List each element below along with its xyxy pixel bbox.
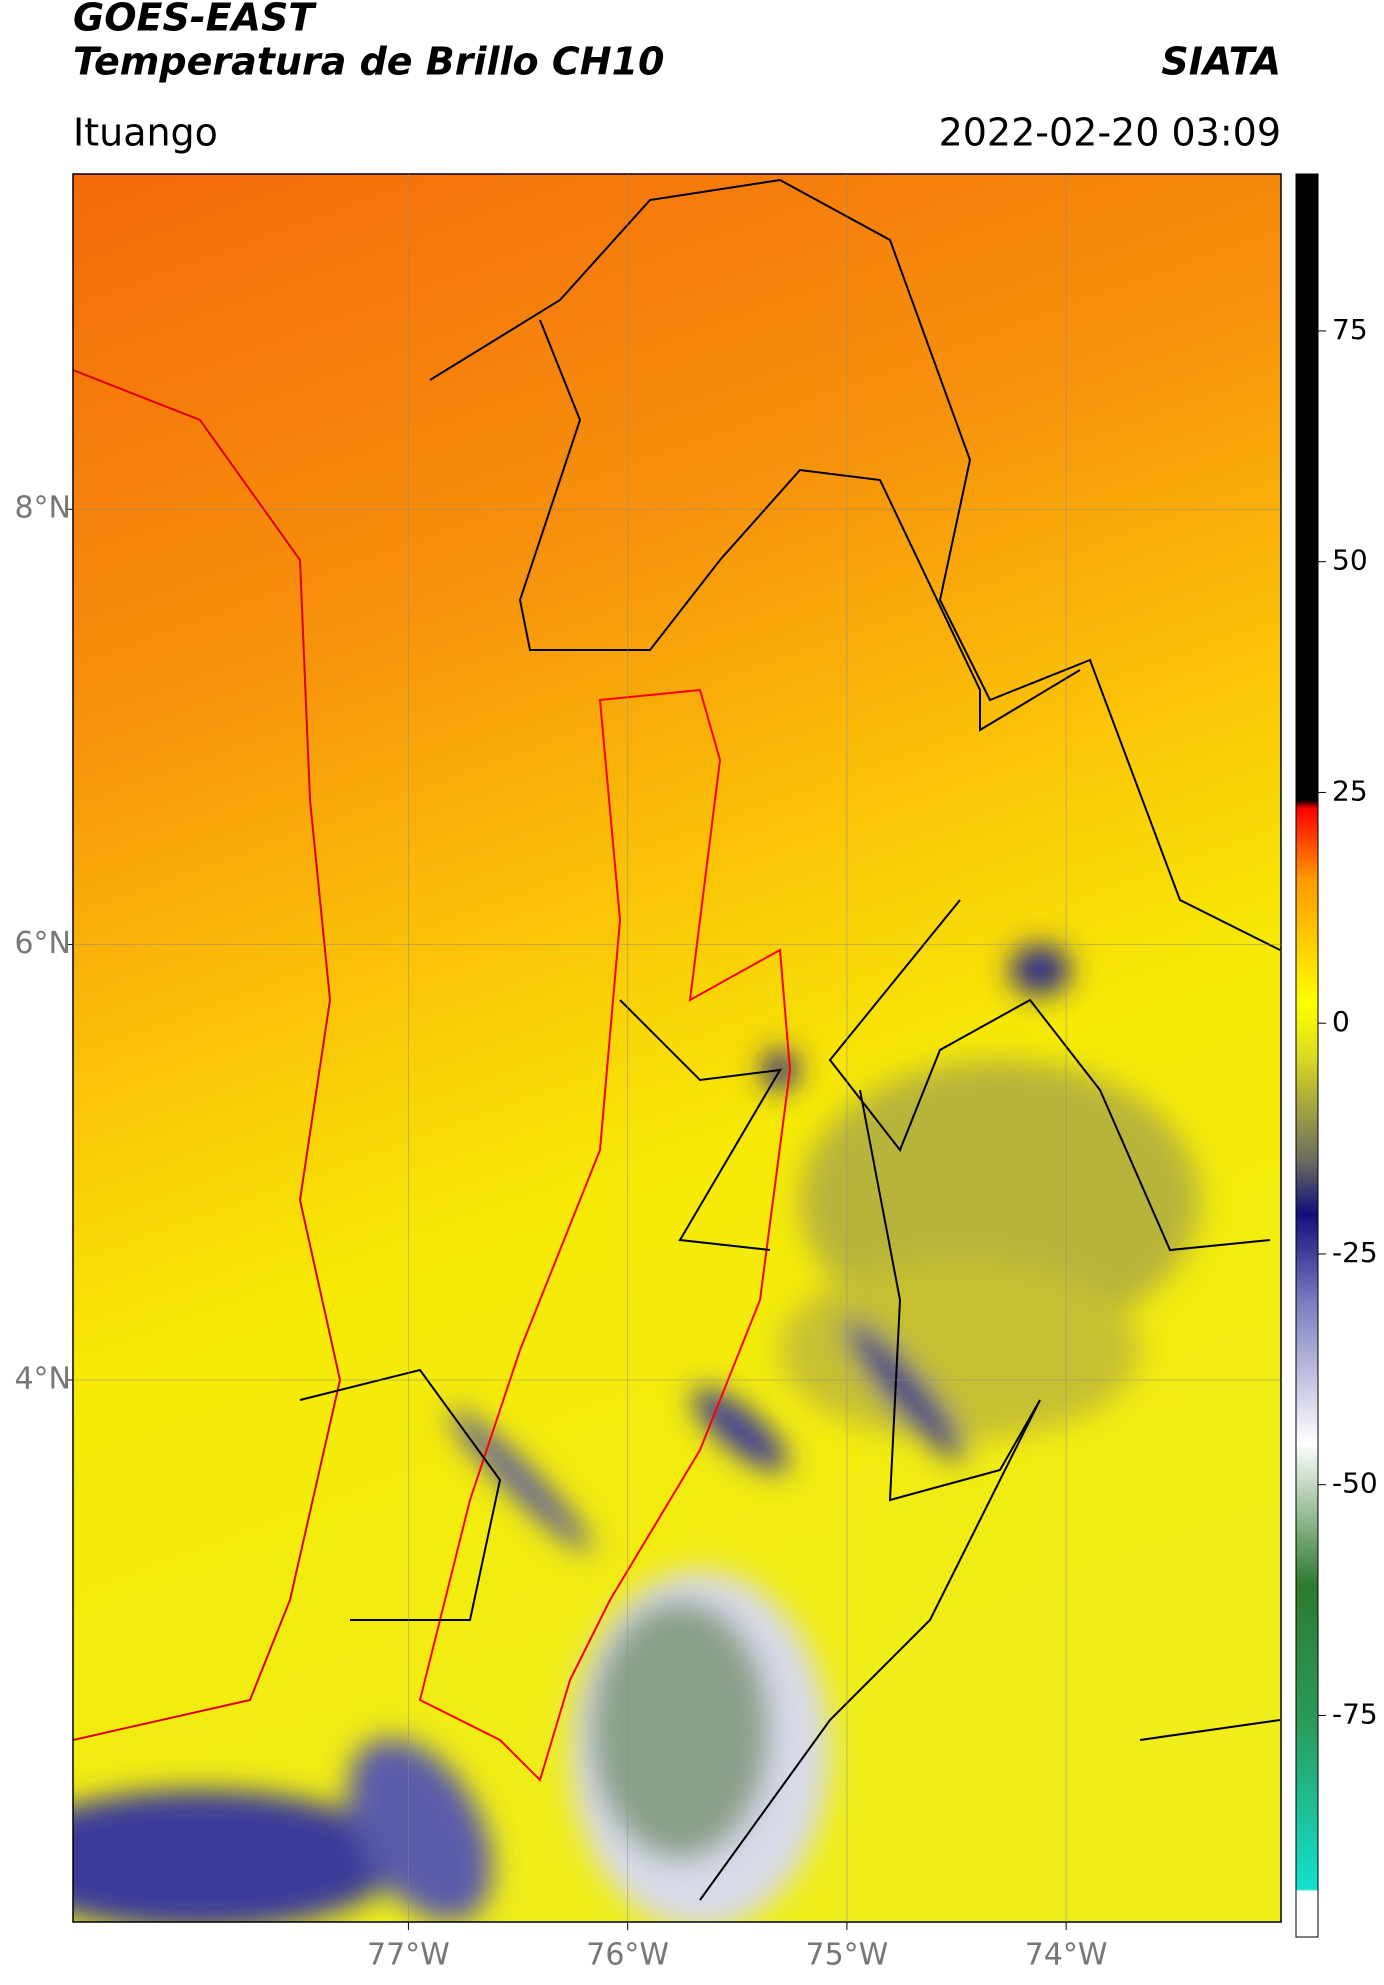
colorbar-tick-label: 75 <box>1332 313 1368 346</box>
colorbar-tick-label: 25 <box>1332 774 1368 807</box>
map-frame <box>72 173 1282 1923</box>
x-tick-label: 75°W <box>805 1938 888 1973</box>
source: SIATA <box>1161 40 1281 84</box>
timestamp: 2022-02-20 03:09 <box>939 111 1281 155</box>
x-tick-label: 77°W <box>367 1938 450 1973</box>
subtitle: Temperatura de Brillo CH10 <box>73 40 664 84</box>
x-tick-label: 74°W <box>1025 1938 1108 1973</box>
title: GOES-EAST <box>73 0 317 40</box>
map-image <box>73 174 1281 1922</box>
colorbar-tick-label: -50 <box>1332 1467 1378 1500</box>
location: Ituango <box>73 111 218 155</box>
colorbar-tick-label: 50 <box>1332 544 1368 577</box>
y-tick-label: 6°N <box>14 926 71 961</box>
colorbar-tick-label: -75 <box>1332 1697 1378 1730</box>
colorbar-tick-label: -25 <box>1332 1236 1378 1269</box>
colorbar-tick-label: 0 <box>1332 1005 1350 1038</box>
y-tick-label: 8°N <box>14 491 71 526</box>
y-tick-label: 4°N <box>14 1361 71 1396</box>
colorbar <box>1295 173 1319 1938</box>
x-tick-label: 76°W <box>586 1938 669 1973</box>
